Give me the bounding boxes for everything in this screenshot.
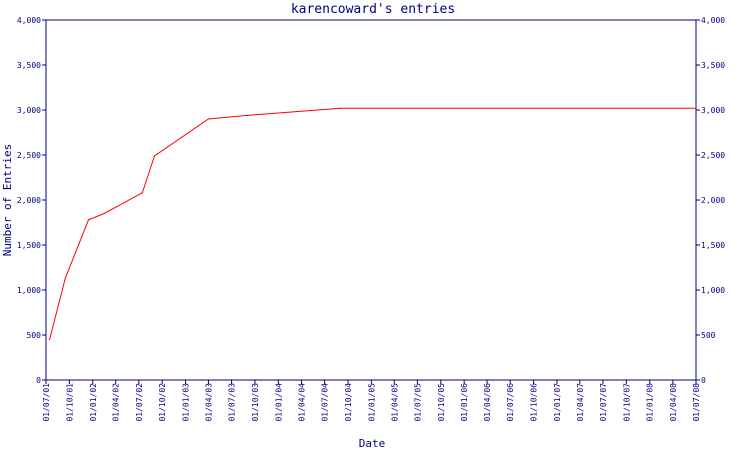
x-tick-label: 01/10/04 [344,383,353,422]
y-axis-left: 0 500 1,000 1,500 2,000 2,500 3,000 3,500 4,000 [17,16,46,385]
y-tick-label-right: 2,000 [701,196,725,205]
y-axis-title: Number of Entries [1,144,14,257]
data-point [87,219,90,221]
x-tick-label: 01/01/08 [646,383,655,422]
x-tick-label: 01/04/07 [576,383,585,422]
data-point [64,277,66,279]
x-tick-label: 01/07/02 [135,383,144,422]
data-point [695,107,697,109]
data-point [103,212,105,215]
x-tick-label: 01/07/01 [42,383,51,422]
data-point [153,155,156,157]
y-tick-label-right: 500 [701,331,716,340]
x-tick-label: 01/01/03 [182,383,191,422]
x-tick-label: 01/10/03 [251,383,260,422]
y-tick-label-right: 3,500 [701,61,725,70]
y-tick-label-left: 500 [27,331,42,340]
data-point [246,114,248,116]
x-tick-label: 01/07/06 [506,383,515,422]
data-point [339,107,341,109]
x-tick-label: 01/01/02 [89,383,98,422]
x-tick-label: 01/04/05 [390,383,399,422]
x-tick-label: 01/04/06 [483,383,492,422]
x-axis: 01/07/01 01/10/01 01/01/02 01/04/02 01/07/02… [42,380,701,422]
y-tick-label-left: 2,500 [17,151,41,160]
x-tick-label: 01/10/01 [65,383,74,422]
data-point [141,192,143,194]
series-layer [48,107,697,341]
y-tick-label-left: 2,000 [17,196,41,205]
x-tick-label: 01/07/08 [692,383,701,422]
y-tick-label-left: 4,000 [17,16,41,25]
x-tick-label: 01/01/06 [460,383,469,422]
series-line [49,107,696,340]
x-tick-label: 01/04/08 [669,383,678,422]
x-tick-label: 01/10/05 [437,383,446,422]
chart-title: karencoward's entries [291,2,455,17]
y-tick-label-left: 3,500 [17,61,41,70]
data-point [207,118,210,120]
data-point [48,338,51,341]
x-tick-label: 01/07/04 [321,383,330,422]
y-tick-label-right: 2,500 [701,151,725,160]
x-tick-label: 01/04/02 [112,383,121,422]
x-tick-label: 01/01/04 [274,383,283,422]
x-tick-label: 01/10/02 [158,383,167,422]
x-tick-label: 01/10/07 [622,383,631,422]
y-axis-right: 0 500 1,000 1,500 2,000 2,500 3,000 3,500 4,000 [696,16,725,385]
x-tick-label: 01/01/07 [553,383,562,422]
x-tick-label: 01/04/04 [297,383,306,422]
x-tick-label: 01/07/07 [599,383,608,422]
y-tick-label-right: 1,500 [701,241,725,250]
y-tick-label-left: 1,000 [17,286,41,295]
y-tick-label-left: 1,500 [17,241,41,250]
y-tick-label-right: 3,000 [701,106,725,115]
x-tick-label: 01/01/05 [367,383,376,422]
y-tick-label-left: 3,000 [17,106,41,115]
x-axis-title: Date [359,437,386,450]
x-tick-label: 01/07/05 [413,383,422,422]
y-tick-label-right: 0 [701,376,706,385]
y-tick-label-right: 4,000 [701,16,725,25]
x-tick-label: 01/07/03 [228,383,237,422]
y-tick-label-right: 1,000 [701,286,725,295]
x-tick-label: 01/10/06 [530,383,539,422]
plot-frame [45,19,697,381]
y-tick-label-left: 0 [36,376,41,385]
x-tick-label: 01/04/03 [204,383,213,422]
